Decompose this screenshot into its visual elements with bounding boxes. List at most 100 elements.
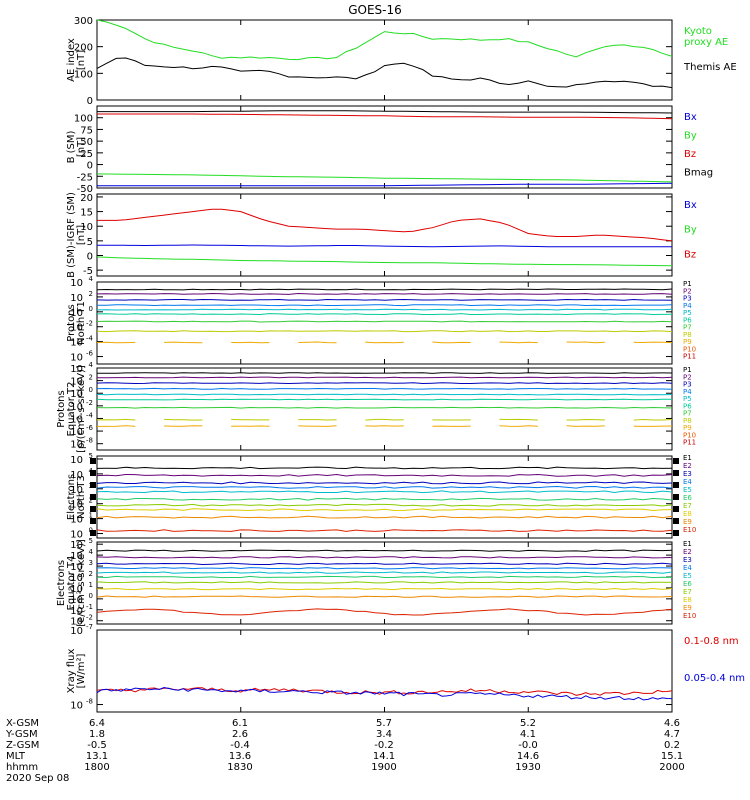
y-tick-label: 10	[70, 515, 83, 526]
channel-label: E9	[683, 604, 692, 612]
channel-label: E4	[683, 478, 692, 486]
y-tick-exponent: -8	[86, 437, 93, 445]
saturation-marker	[90, 518, 96, 524]
panel-frame	[96, 367, 673, 451]
y-tick-label: 200	[74, 43, 93, 54]
y-tick-label: -25	[77, 172, 93, 183]
channel-line-p8	[96, 418, 673, 421]
ephemeris-value: 1800	[84, 762, 109, 773]
y-tick-label: 10	[70, 440, 83, 451]
y-tick-exponent: -1	[86, 603, 93, 611]
y-tick-exponent: 4	[89, 275, 94, 283]
legend-entry: Bx	[684, 112, 697, 123]
y-axis-label: ElectronsEquator T4[e/(cm²-s-sr-keV)]	[56, 539, 87, 627]
channel-label: E6	[683, 494, 692, 502]
y-tick-label: 10	[80, 222, 93, 233]
y-axis-label: B (SM)[nT]	[66, 130, 87, 163]
channel-label: E1	[683, 454, 692, 462]
channel-line-e4	[96, 485, 673, 489]
channel-line-p2	[97, 376, 673, 379]
y-tick-exponent: 2	[89, 570, 93, 578]
y-tick-exponent: -7	[86, 623, 93, 631]
ephemeris-value: 1.8	[89, 729, 105, 740]
ephemeris-row-label: hhmm	[6, 762, 38, 773]
channel-line-p9	[96, 341, 673, 344]
channel-line-p3	[96, 382, 673, 385]
channel-label: E3	[683, 556, 692, 564]
channel-line-p5	[96, 308, 673, 311]
channel-line-e5	[96, 571, 673, 574]
y-tick-exponent: 5	[89, 452, 93, 460]
channel-line-p9	[97, 425, 673, 427]
channel-line-p7	[96, 406, 673, 409]
y-tick-exponent: 4	[89, 361, 94, 369]
y-tick-exponent: 5	[89, 537, 93, 545]
channel-label: P4	[683, 302, 692, 310]
y-tick-label: 10	[70, 584, 83, 595]
channel-line-e9	[96, 595, 673, 598]
y-tick-exponent: 1	[89, 512, 93, 520]
y-axis-label: ProtonsEquator T2[p/(cm²-s-sr-keV)]	[56, 365, 87, 453]
y-tick-label: 100	[74, 69, 93, 80]
channel-label: E2	[683, 462, 692, 470]
channel-label: E7	[683, 588, 692, 596]
channel-label: P2	[683, 373, 692, 381]
saturation-marker	[90, 482, 96, 488]
y-tick-label: 10	[70, 485, 83, 496]
y-tick-exponent: -4	[86, 335, 94, 343]
channel-line-p4	[97, 304, 673, 307]
y-tick-label: 10	[70, 389, 83, 400]
saturation-marker	[673, 458, 679, 464]
channel-label: E3	[683, 470, 692, 478]
y-tick-label: 300	[74, 16, 93, 27]
channel-label: E8	[683, 596, 692, 604]
ephemeris-value: 4.6	[664, 718, 680, 729]
channel-label: E7	[683, 502, 692, 510]
channel-line-e7	[96, 503, 673, 507]
ephemeris-value: 0.2	[664, 740, 680, 751]
ephemeris-value: 1900	[371, 762, 396, 773]
y-tick-label: -5	[83, 266, 93, 277]
panel-electrons1: 105104103102101100ElectronsNorth T3E1E2E…	[66, 452, 696, 541]
saturation-marker	[90, 470, 96, 476]
channel-label: P5	[683, 395, 692, 403]
channel-line-p4	[96, 387, 673, 390]
y-tick-label: 10	[70, 338, 83, 349]
channel-label: P10	[683, 345, 696, 353]
channel-line-e4	[96, 567, 673, 570]
series-line-bx	[97, 182, 673, 187]
legend-entry: Bx	[684, 200, 697, 211]
y-axis-label: AE index[nT]	[66, 38, 87, 82]
ephemeris-value: 14.1	[373, 751, 395, 762]
legend-entry: Bz	[684, 249, 696, 260]
channel-label: E2	[683, 548, 692, 556]
ephemeris-value: 15.1	[661, 751, 683, 762]
channel-line-p5	[96, 393, 673, 396]
y-tick-label: 10	[70, 353, 83, 364]
series-line-bz	[97, 208, 673, 242]
y-tick-label: 10	[70, 323, 83, 334]
saturation-marker	[673, 518, 679, 524]
ephemeris-value: -0.4	[230, 740, 250, 751]
series-line-bz	[97, 113, 673, 120]
y-tick-label: 10	[70, 455, 83, 466]
channel-label: P9	[683, 338, 692, 346]
ephemeris-value: -0.5	[87, 740, 107, 751]
channel-label: P11	[683, 353, 696, 361]
channel-line-p1	[97, 372, 673, 374]
channel-label: E10	[683, 612, 696, 620]
channel-line-e2	[96, 473, 673, 477]
channel-label: P10	[683, 431, 696, 439]
y-tick-label: 10	[70, 606, 83, 617]
channel-label: P8	[683, 417, 692, 425]
y-tick-label: 10	[70, 293, 83, 304]
y-tick-label: 10	[70, 540, 83, 551]
channel-label: P4	[683, 388, 692, 396]
ephemeris-value: 4.7	[664, 729, 680, 740]
